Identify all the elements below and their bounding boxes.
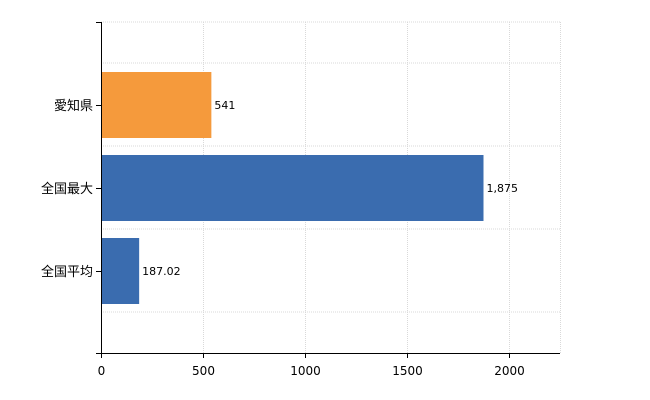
grid: [101, 21, 561, 353]
axes: [96, 22, 560, 358]
data-label-1: 541: [214, 99, 235, 112]
y-tick-label-1: 愛知県: [54, 98, 93, 114]
bars: [101, 72, 484, 304]
data-label-2: 1,875: [487, 182, 519, 195]
x-tick-label-0: 0: [98, 364, 106, 378]
bar-2: [101, 155, 484, 221]
x-tick-label-1500: 1500: [392, 364, 423, 378]
y-tick-label-3: 全国平均: [41, 264, 93, 280]
x-tick-label-500: 500: [192, 364, 215, 378]
data-label-3: 187.02: [142, 265, 181, 278]
x-tick-label-2000: 2000: [494, 364, 525, 378]
y-tick-label-2: 全国最大: [41, 181, 93, 197]
bar-3: [101, 238, 140, 304]
x-tick-label-1000: 1000: [290, 364, 321, 378]
bar-1: [101, 72, 212, 138]
